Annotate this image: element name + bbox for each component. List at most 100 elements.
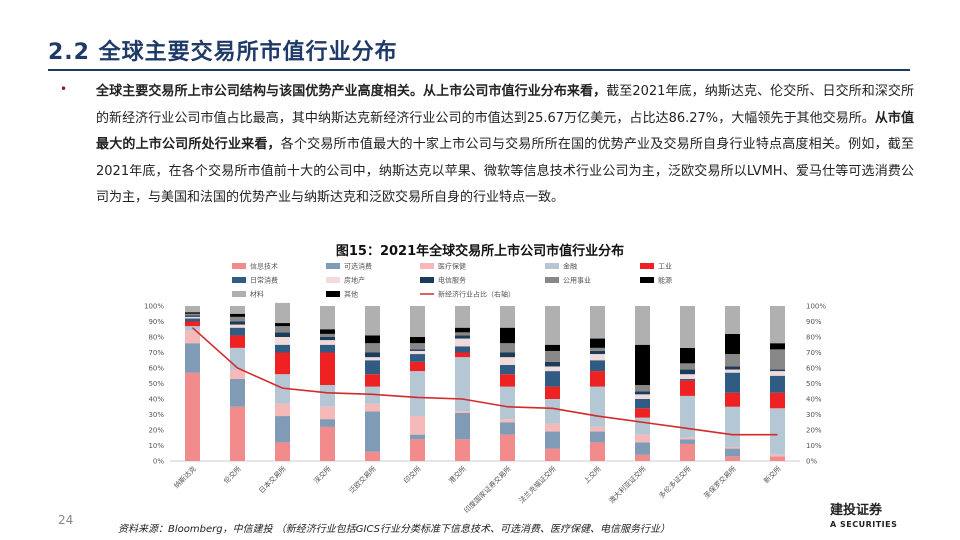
bar-segment (455, 335, 470, 339)
bar-segment (725, 447, 740, 449)
p2-text: 各个交易所市值最大的十家上市公司与交易所所在国的优势产业及交易所自身行业特点高度… (96, 137, 914, 205)
x-tick-label: 港交所 (447, 464, 468, 485)
bar-segment (410, 306, 425, 337)
bar-segment (455, 327, 470, 333)
legend-swatch (232, 263, 246, 269)
bar-segment (590, 426, 605, 432)
bar-segment (320, 385, 335, 407)
bar-segment (500, 364, 515, 375)
bar-segment (545, 423, 560, 432)
bar-segment (185, 321, 200, 327)
bar-segment (725, 366, 740, 370)
bar-segment (275, 337, 290, 345)
bar-segment (680, 439, 695, 444)
y-right-tick: 10% (806, 442, 822, 450)
bar-segment (635, 391, 650, 395)
legend-swatch (326, 291, 340, 297)
figure-title: 图15：2021年全球交易所上市公司市值行业分布 (335, 244, 625, 259)
legend-swatch (326, 263, 340, 269)
x-tick-label: 印交所 (402, 464, 423, 485)
bar-segment (455, 412, 470, 440)
bar-segment (635, 399, 650, 409)
bar-segment (275, 326, 290, 333)
x-tick-label: 深交所 (312, 464, 333, 485)
company-logo: 建投证券 A SECURITIES (830, 499, 920, 529)
bar-segment (500, 327, 515, 344)
bar-segment (590, 338, 605, 348)
bar-segment (545, 344, 560, 351)
title-rule (48, 69, 910, 71)
legend-label: 可选消费 (344, 262, 372, 271)
legend-label: 材料 (250, 290, 264, 299)
bar-segment (500, 357, 515, 365)
bar-segment (455, 352, 470, 358)
bar-segment (455, 306, 470, 328)
bar-segment (725, 392, 740, 407)
bar-segment (320, 329, 335, 334)
legend-swatch (545, 277, 559, 283)
bar-segment (680, 380, 695, 396)
bar-segment (410, 361, 425, 372)
logo-cn: 建投证券 (830, 503, 883, 518)
bar-segment (725, 448, 740, 457)
y-left-tick: 90% (148, 318, 164, 326)
legend-label: 信息技术 (250, 262, 278, 271)
bar-segment (410, 434, 425, 440)
bar-segment (500, 352, 515, 358)
legend-label: 能源 (658, 276, 672, 285)
bar-segment (680, 395, 695, 438)
bar-segment (410, 349, 425, 351)
y-right-tick: 80% (806, 334, 822, 342)
bar-segment (680, 443, 695, 461)
bar-segment (185, 313, 200, 316)
legend-label: 日常消费 (250, 276, 278, 285)
bar-segment (680, 437, 695, 440)
bar-segment (545, 431, 560, 449)
bar-segment (590, 350, 605, 355)
legend-swatch (640, 277, 654, 283)
bar-segment (230, 306, 245, 314)
bar-segment (725, 406, 740, 448)
bar-segment (770, 371, 785, 376)
bar-segment (680, 306, 695, 348)
bar-segment (725, 354, 740, 367)
bar-segment (410, 439, 425, 461)
legend-label: 工业 (658, 262, 672, 271)
x-tick-label: 上交所 (582, 464, 603, 485)
bar-segment (680, 363, 695, 370)
bar-segment (320, 344, 335, 353)
legend-swatch (232, 291, 246, 297)
legend-label: 房地产 (344, 276, 365, 285)
bar-segment (545, 361, 560, 367)
bar-segment (635, 454, 650, 461)
bar-segment (185, 318, 200, 322)
bar-segment (770, 343, 785, 350)
bar-segment (410, 354, 425, 362)
x-tick-label: 日本交易所 (257, 464, 288, 495)
page-title: 2.2 全球主要交易所市值行业分布 (48, 40, 398, 65)
bar-segment (320, 306, 335, 330)
source-note: 资料来源：Bloomberg，中信建投 （新经济行业包括GICS行业分类标准下信… (118, 524, 670, 535)
legend-label: 其他 (344, 290, 358, 299)
bar-segment (455, 357, 470, 412)
y-left-tick: 30% (148, 411, 164, 419)
y-left-tick: 100% (144, 303, 164, 311)
bar-segment (365, 360, 380, 375)
bar-segment (635, 394, 650, 399)
y-left-tick: 60% (148, 365, 164, 373)
bar-segment (185, 315, 200, 317)
bar-segment (635, 417, 650, 435)
bar-segment (500, 306, 515, 328)
legend-swatch (420, 263, 434, 269)
bar-segment (635, 385, 650, 392)
bar-segment (365, 306, 380, 336)
bullet-marker: • (60, 82, 68, 96)
bar-segment (320, 426, 335, 461)
bar-segment (230, 406, 245, 461)
y-right-tick: 90% (806, 318, 822, 326)
bar-segment (545, 386, 560, 399)
bar-segment (455, 411, 470, 413)
bar-segment (725, 456, 740, 461)
bar-segment (500, 374, 515, 387)
